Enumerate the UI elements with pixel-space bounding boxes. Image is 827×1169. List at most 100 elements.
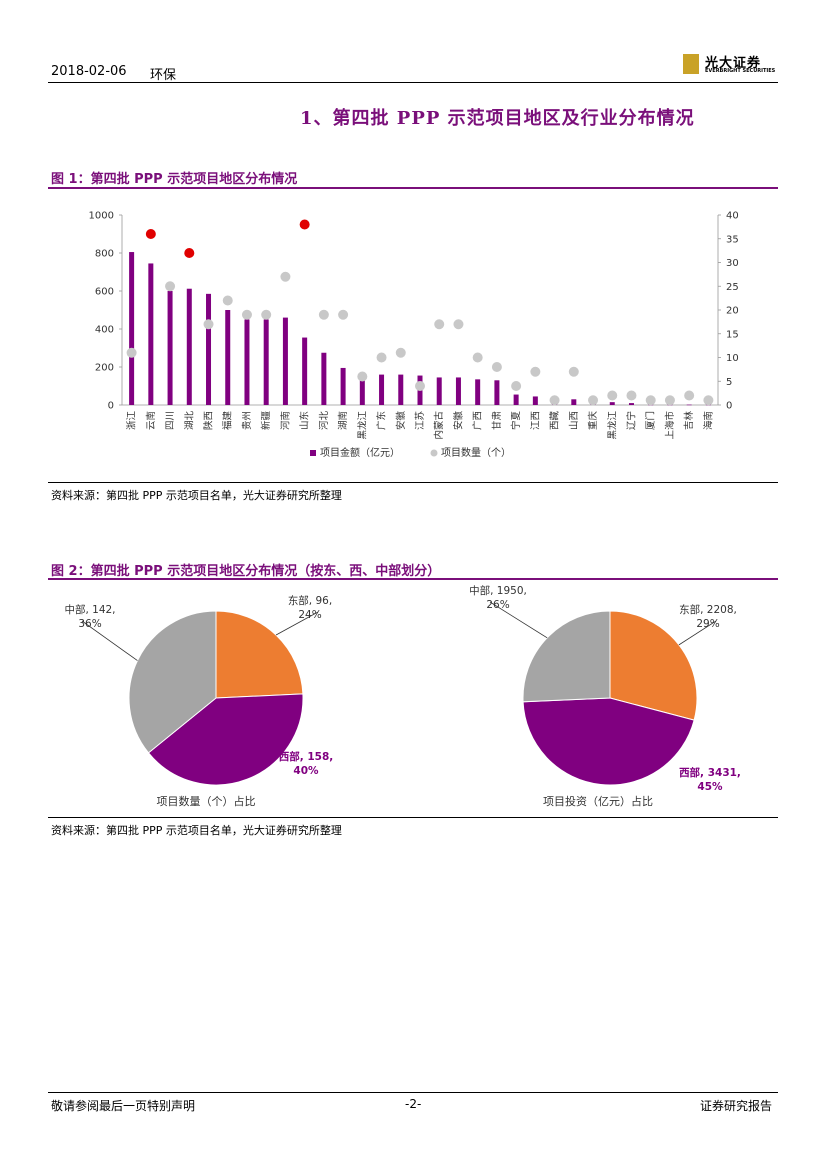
right-tick-label: 5 [726, 377, 732, 388]
pie-label-percent: 40% [293, 765, 319, 777]
figure2-title-rule [48, 578, 778, 580]
footer-page-number: -2- [405, 1097, 422, 1111]
point-count [664, 395, 675, 406]
bar-amount [167, 291, 173, 405]
x-tick-label: 江苏 [414, 411, 426, 431]
point-count [241, 309, 252, 320]
pie-caption: 项目数量（个）占比 [157, 794, 256, 808]
x-tick-label: 安徽 [395, 411, 407, 431]
point-count [184, 248, 195, 258]
bar-amount [359, 372, 365, 405]
point-count [299, 219, 310, 230]
bar-amount [379, 374, 385, 405]
bar-amount [494, 380, 500, 405]
point-count [261, 309, 272, 320]
figure2-chart: 东部, 96, 24% 西部, 158, 40% 中部, 142, 36% 项目数量（个）占… [64, 584, 741, 808]
x-tick-label: 新疆 [260, 411, 272, 431]
pie-label-name: 中部, 142, [64, 603, 115, 616]
point-count [126, 347, 137, 358]
point-count [568, 366, 579, 377]
point-count [491, 362, 502, 372]
figure1-chart: 020040060080010000510152025303540浙江 云南 四川湖… [89, 211, 739, 460]
left-tick-label: 800 [95, 249, 114, 260]
figure1-title: 图 1：第四批 PPP 示范项目地区分布情况 [51, 172, 298, 187]
x-tick-label: 河南 [279, 411, 291, 430]
x-tick-label: 西藏 [549, 411, 561, 431]
pie-leader-line [678, 620, 717, 646]
left-tick-label: 200 [95, 363, 114, 374]
point-count [530, 366, 541, 377]
bar-amount [206, 293, 212, 405]
right-tick-label: 25 [726, 282, 739, 293]
legend-swatch-amount [310, 450, 316, 456]
x-tick-label: 吉林 [683, 411, 695, 431]
figure1-source: 资料来源：第四批 PPP 示范项目名单，光大证券研究所整理 [51, 489, 342, 502]
point-count [222, 295, 233, 306]
right-tick-label: 15 [726, 329, 739, 340]
x-tick-label: 黑龙江 [606, 411, 618, 440]
pie-slice [522, 610, 611, 703]
legend-swatch-count [430, 449, 438, 457]
figure1-title-rule [48, 187, 778, 189]
left-tick-label: 600 [95, 287, 114, 298]
point-count [434, 319, 445, 330]
legend-label-amount: 项目金额（亿元） [320, 446, 400, 459]
bar-amount [244, 319, 250, 405]
footer-divider [48, 1092, 778, 1093]
pie-slice [147, 693, 304, 786]
x-tick-label: 广东 [376, 411, 388, 430]
logo-cn-text: 光大证券 [705, 56, 762, 71]
bar-amount [398, 374, 404, 405]
bar-amount [186, 288, 192, 405]
point-count [511, 381, 522, 391]
bar-amount [686, 404, 692, 406]
x-tick-label: 四川 [165, 411, 176, 430]
bar-amount [263, 319, 269, 405]
logo-en-text: EVERBRIGHT SECURITIES [705, 68, 776, 74]
header-date: 2018-02-06 [51, 64, 127, 79]
left-tick-label: 1000 [89, 211, 114, 222]
point-count [145, 229, 156, 239]
point-count [280, 271, 291, 282]
bar-amount [475, 379, 481, 405]
x-tick-label: 山东 [299, 411, 311, 430]
x-tick-label: 辽宁 [625, 411, 637, 430]
bar-amount [455, 377, 461, 405]
bar-amount [225, 310, 231, 405]
pie-label-name: 西部, 3431, [679, 766, 741, 779]
pie-label-name: 中部, 1950, [469, 584, 527, 597]
x-tick-label: 海南 [702, 411, 714, 430]
point-count [703, 395, 714, 406]
pie-label-percent: 24% [298, 609, 321, 621]
bar-amount [302, 337, 308, 405]
bar-amount [148, 263, 154, 405]
point-count [549, 395, 560, 406]
x-tick-label: 河北 [318, 411, 330, 431]
bar-amount [340, 367, 346, 405]
point-count [415, 381, 425, 391]
footer-report-type: 证券研究报告 [700, 1099, 773, 1113]
x-tick-label: 重庆 [587, 411, 599, 431]
point-count [318, 309, 329, 320]
right-tick-label: 0 [726, 401, 732, 412]
point-count [588, 395, 599, 406]
point-count [165, 281, 176, 292]
brand-logo: 光大证券 EVERBRIGHT SECURITIES [683, 52, 783, 78]
x-tick-label: 山西 [569, 411, 580, 430]
header-divider [48, 82, 778, 83]
right-tick-label: 10 [726, 353, 739, 364]
pie-slice [215, 610, 304, 699]
right-tick-label: 20 [726, 306, 739, 317]
legend-label-count: 项目数量（个） [441, 446, 511, 459]
x-tick-label: 黑龙江 [356, 411, 368, 440]
x-tick-label: 陕西 [203, 411, 215, 430]
x-tick-label: 湖南 [337, 411, 349, 430]
point-count [645, 395, 656, 406]
bar-amount [436, 377, 442, 405]
pie-label-name: 西部, 158, [279, 750, 334, 763]
x-tick-label: 广西 [472, 411, 484, 430]
bar-amount [628, 403, 634, 405]
pie-label-name: 东部, 2208, [679, 603, 737, 616]
bar-amount [321, 352, 327, 405]
right-tick-label: 40 [726, 211, 739, 222]
